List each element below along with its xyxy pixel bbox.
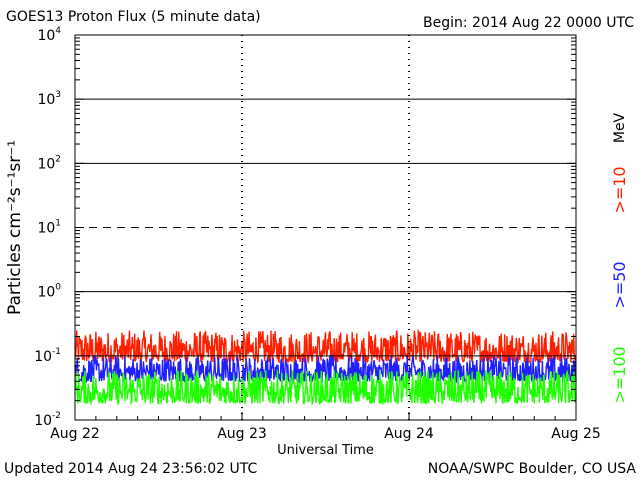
x-tick-label: Aug 25 <box>551 426 601 442</box>
y-tick-label: 10-1 <box>34 347 61 365</box>
y-tick-label: 103 <box>37 90 61 108</box>
credit-label: NOAA/SWPC Boulder, CO USA <box>427 461 636 477</box>
x-tick-label: Aug 24 <box>384 426 434 442</box>
begin-date-label: Begin: 2014 Aug 22 0000 UTC <box>423 15 634 31</box>
updated-timestamp: Updated 2014 Aug 24 23:56:02 UTC <box>4 461 258 477</box>
y-axis-label: Particles cm⁻²s⁻¹sr⁻¹ <box>5 140 25 315</box>
y-tick-label: 104 <box>37 26 61 44</box>
legend-label: >=50 <box>610 261 629 308</box>
series-line <box>74 328 577 365</box>
chart-title: GOES13 Proton Flux (5 minute data) <box>6 9 261 25</box>
y-tick-label: 102 <box>37 154 61 172</box>
legend-label: >=10 <box>610 166 629 213</box>
x-tick-label: Aug 22 <box>50 426 100 442</box>
x-tick-label: Aug 23 <box>217 426 267 442</box>
y-tick-label: 101 <box>37 219 61 237</box>
series-line <box>74 369 577 406</box>
x-axis-label: Universal Time <box>277 443 374 458</box>
legend-label: >=100 <box>610 346 629 403</box>
unit-label: MeV <box>612 112 628 143</box>
y-tick-label: 100 <box>37 283 61 301</box>
y-tick-label: 10-2 <box>34 411 61 429</box>
